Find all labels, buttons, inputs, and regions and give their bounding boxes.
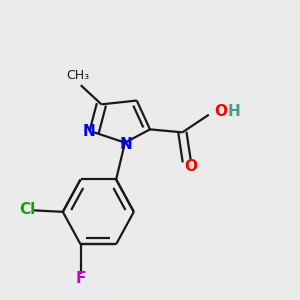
Text: H: H (228, 104, 241, 119)
Text: N: N (82, 124, 95, 139)
Text: F: F (76, 271, 86, 286)
Text: O: O (214, 104, 227, 119)
Text: Cl: Cl (19, 202, 35, 217)
Text: O: O (184, 159, 197, 174)
Text: N: N (120, 137, 133, 152)
Text: CH₃: CH₃ (66, 69, 89, 82)
